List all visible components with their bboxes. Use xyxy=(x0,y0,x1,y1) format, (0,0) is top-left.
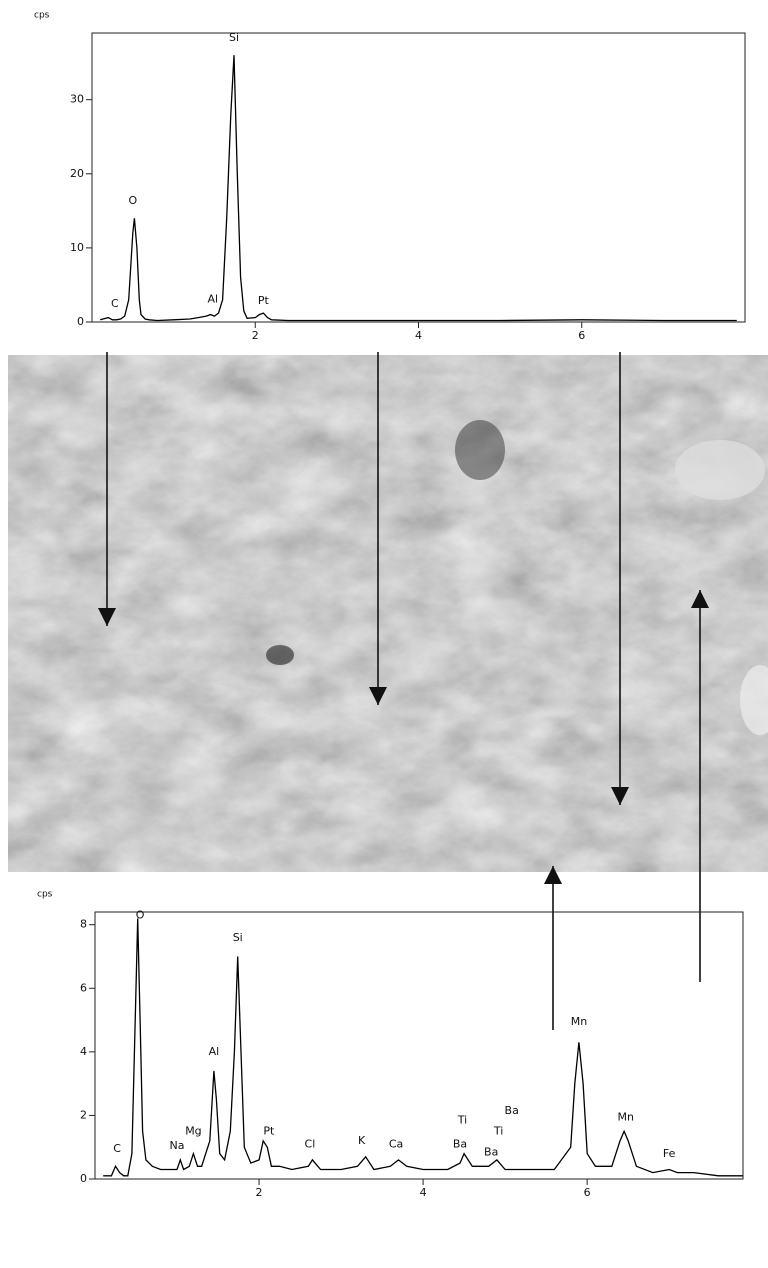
peak-label: Mn xyxy=(617,1110,633,1123)
peak-label: Ti xyxy=(493,1125,503,1138)
peak-label: Si xyxy=(229,31,239,44)
peak-label: Pt xyxy=(263,1125,275,1138)
y-tick-label: 0 xyxy=(80,1172,87,1185)
peak-label: Ba xyxy=(484,1145,498,1158)
peak-label: C xyxy=(111,297,119,310)
spectrum-chart: cps 0 10 20 30 2 4 6 C O Al Si Pt xyxy=(34,11,745,343)
y-tick-label: 30 xyxy=(70,93,84,106)
y-tick-label: 2 xyxy=(80,1108,87,1121)
peak-label: Na xyxy=(170,1139,185,1152)
peak-label: Ba xyxy=(505,1104,519,1117)
y-axis-label: cps xyxy=(37,890,53,900)
peak-label: Cl xyxy=(305,1137,316,1150)
peak-label: Si xyxy=(233,931,243,944)
x-tick-label: 2 xyxy=(256,1186,263,1199)
x-tick-label: 2 xyxy=(252,329,259,342)
peak-label: Fe xyxy=(663,1147,676,1160)
y-tick-label: 8 xyxy=(80,918,87,931)
peak-label: Pt xyxy=(258,294,270,307)
peak-label: O xyxy=(128,194,137,207)
x-tick-label: 6 xyxy=(578,329,585,342)
peak-label: C xyxy=(113,1142,121,1155)
peak-label: Ti xyxy=(457,1114,467,1127)
y-tick-label: 10 xyxy=(70,241,84,254)
plot-frame xyxy=(92,33,745,322)
peak-label: O xyxy=(136,909,145,922)
plot-frame xyxy=(95,912,743,1179)
figure: cps 0 10 20 30 2 4 6 C O Al Si Pt cps 0 2 4 6 8 2 4 6 C O NaMg Al… xyxy=(0,0,768,1264)
x-tick-label: 4 xyxy=(420,1186,427,1199)
x-tick-label: 6 xyxy=(584,1186,591,1199)
spectrum-line xyxy=(100,55,737,320)
peak-label: Mn xyxy=(571,1015,587,1028)
x-tick-label: 4 xyxy=(415,329,422,342)
peak-label: Ba xyxy=(453,1137,467,1150)
peak-label: Al xyxy=(209,1045,220,1058)
peak-label: Ca xyxy=(389,1137,403,1150)
y-axis-label: cps xyxy=(34,11,50,21)
sem-image xyxy=(8,355,768,872)
y-tick-label: 0 xyxy=(77,315,84,328)
y-tick-label: 6 xyxy=(80,981,87,994)
peak-label: Al xyxy=(208,293,219,306)
y-tick-label: 20 xyxy=(70,167,84,180)
y-tick-label: 4 xyxy=(80,1045,87,1058)
peak-label: Mg xyxy=(185,1125,201,1138)
peak-label: K xyxy=(358,1134,366,1147)
